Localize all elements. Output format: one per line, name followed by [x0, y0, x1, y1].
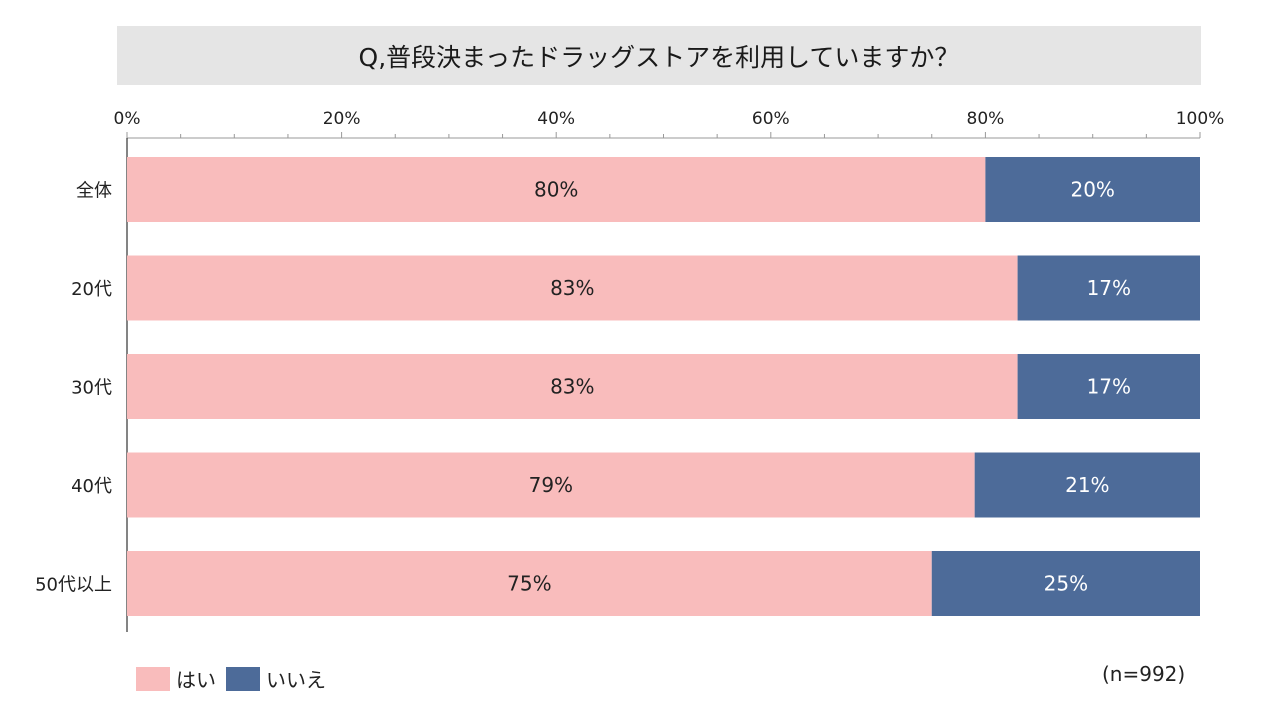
- data-label-no: 21%: [1065, 473, 1109, 497]
- category-label: 50代以上: [35, 575, 112, 596]
- bar-yes: [127, 354, 1018, 419]
- data-label-yes: 83%: [550, 276, 594, 300]
- data-label-yes: 79%: [529, 473, 573, 497]
- bar-no: [1017, 255, 1200, 321]
- legend-item-yes: はい: [136, 664, 216, 693]
- data-label-no: 20%: [1070, 178, 1114, 202]
- bar-no: [974, 452, 1200, 518]
- chart-title: Q,普段決まったドラッグストアを利用していますか？: [117, 26, 1201, 85]
- category-label: 20代: [71, 279, 112, 300]
- x-tick-label: 20%: [323, 109, 361, 129]
- category-label: 全体: [76, 181, 112, 202]
- bar-yes: [127, 452, 975, 518]
- x-tick-label: 0%: [114, 109, 141, 129]
- data-label-no: 17%: [1087, 276, 1131, 300]
- bar-no: [985, 157, 1200, 222]
- category-label: 30代: [71, 378, 112, 399]
- bar-yes: [127, 157, 986, 222]
- x-tick-label: 60%: [752, 109, 790, 129]
- data-label-no: 17%: [1087, 375, 1131, 399]
- x-tick-label: 40%: [537, 109, 575, 129]
- data-label-yes: 75%: [507, 572, 551, 596]
- legend-swatch-yes: [136, 666, 170, 691]
- bar-no: [931, 551, 1200, 616]
- x-tick-label: 80%: [967, 109, 1005, 129]
- data-label-no: 25%: [1044, 572, 1088, 596]
- legend-item-no: いいえ: [226, 664, 326, 693]
- legend-swatch-no: [226, 666, 260, 691]
- data-label-yes: 83%: [550, 375, 594, 399]
- bar-no: [1017, 354, 1200, 419]
- data-label-yes: 80%: [534, 178, 578, 202]
- category-label: 40代: [71, 476, 112, 497]
- legend-label-no: いいえ: [266, 668, 326, 692]
- sample-size-note: (n=992): [1102, 662, 1186, 686]
- bar-yes: [127, 551, 932, 616]
- legend-label-yes: はい: [176, 668, 216, 692]
- x-tick-label: 100%: [1176, 109, 1225, 129]
- bar-yes: [127, 255, 1018, 321]
